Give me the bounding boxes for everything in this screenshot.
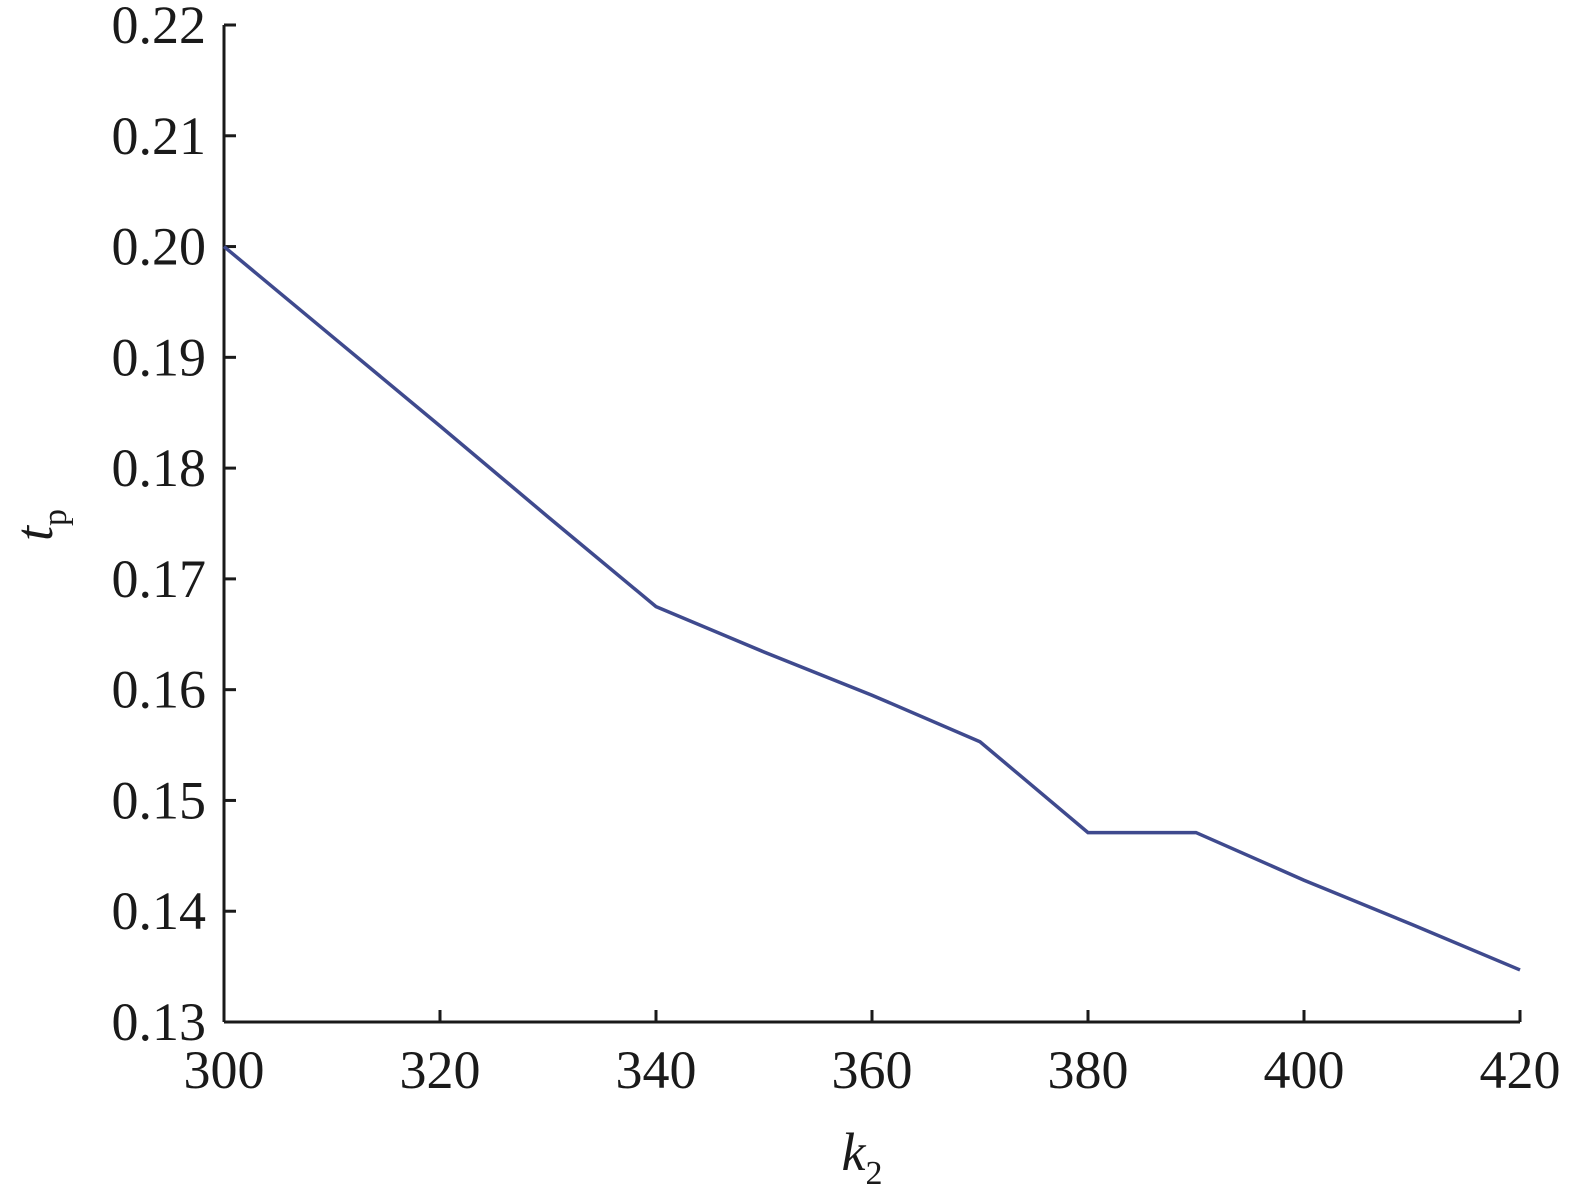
- x-axis-label: k2: [842, 1122, 883, 1192]
- y-tick-label: 0.14: [112, 881, 207, 941]
- x-tick-label: 300: [184, 1040, 265, 1100]
- y-tick-label: 0.16: [112, 660, 207, 720]
- x-tick-label: 320: [400, 1040, 481, 1100]
- x-tick-label: 360: [832, 1040, 913, 1100]
- x-tick-label: 340: [616, 1040, 697, 1100]
- y-tick-label: 0.20: [112, 217, 207, 277]
- data-line: [222, 245, 1521, 972]
- y-tick-label: 0.18: [112, 438, 207, 498]
- x-label-sub: 2: [865, 1155, 882, 1192]
- y-axis-label: tp: [4, 509, 74, 541]
- y-tick-label: 0.22: [112, 0, 207, 55]
- x-tick-label: 380: [1048, 1040, 1129, 1100]
- y-tick-label: 0.19: [112, 327, 207, 387]
- y-tick-label: 0.17: [112, 549, 207, 609]
- y-tick-label: 0.15: [112, 770, 207, 830]
- y-tick-label: 0.13: [112, 992, 207, 1052]
- y-tick-label: 0.21: [112, 106, 207, 166]
- x-tick-label: 400: [1264, 1040, 1345, 1100]
- y-label-sub: p: [37, 509, 74, 526]
- y-label-main: t: [4, 524, 64, 541]
- x-tick-label: 420: [1480, 1040, 1561, 1100]
- x-label-main: k: [842, 1122, 867, 1182]
